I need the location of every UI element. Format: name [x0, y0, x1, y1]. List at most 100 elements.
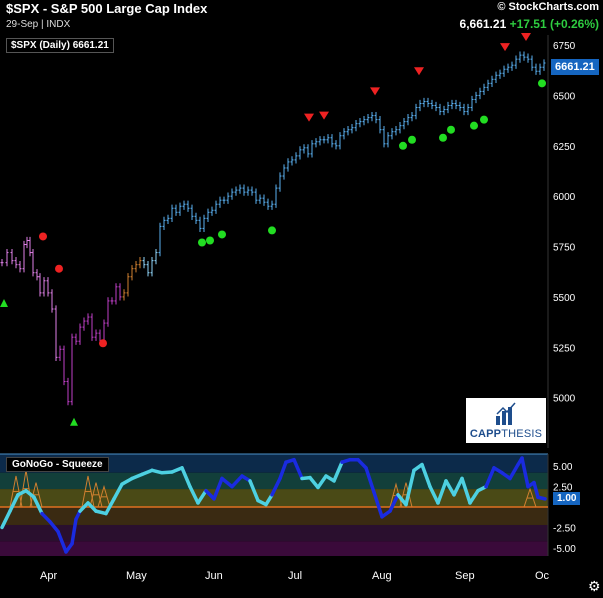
indicator-tick-label: 2.50	[553, 483, 573, 494]
oscillator-segment	[248, 479, 260, 503]
oscillator-segment	[356, 457, 368, 470]
down-signal-triangle	[521, 33, 531, 42]
indicator-tick-label: -5.00	[553, 544, 576, 555]
x-tick-label: Oc	[535, 570, 550, 582]
up-signal-dot	[538, 79, 546, 88]
indicator-zone	[0, 454, 548, 473]
oscillator-segment	[188, 484, 200, 505]
x-axis: Apr May Jun Jul Aug Sep Oc ⚙	[40, 570, 601, 594]
logo-text: CAPPTHESIS	[466, 428, 546, 440]
oscillator-segment	[40, 511, 52, 524]
up-signal-dot	[470, 121, 478, 130]
price-tick-label: 6500	[553, 91, 576, 102]
oscillator-segment	[86, 501, 98, 513]
oscillator-segment	[316, 474, 328, 490]
oscillator-segment	[428, 484, 440, 505]
oscillator-segment	[278, 460, 288, 481]
indicator-panel: 5.00 2.50 -2.50 -5.00	[0, 453, 576, 556]
price-tick-label: 5250	[553, 343, 576, 354]
oscillator-segment	[120, 476, 134, 486]
oscillator-segment	[460, 476, 472, 505]
down-signal-triangle	[370, 87, 380, 96]
oscillator-segment	[532, 480, 540, 499]
down-signal-triangle	[319, 111, 329, 120]
oscillator-segment	[130, 472, 144, 481]
oscillator-segment	[520, 456, 530, 489]
x-tick-label: Apr	[40, 570, 57, 582]
indicator-zone	[0, 524, 548, 542]
down-signal-triangle	[414, 67, 424, 76]
oscillator-segment	[180, 466, 192, 489]
up-signal-dot	[218, 230, 226, 239]
chart-subtitle: 29-Sep | INDX	[6, 19, 71, 30]
squeeze-marker	[523, 487, 537, 508]
price-legend: $SPX (Daily) 6661.21	[6, 38, 114, 53]
indicator-legend: GoNoGo - Squeeze	[6, 457, 109, 472]
x-tick-label: Sep	[455, 570, 475, 582]
oscillator-segment	[32, 495, 44, 516]
up-signal-dot	[206, 236, 214, 245]
oscillator-segment	[140, 468, 154, 477]
oscillator-segment	[332, 460, 344, 483]
oscillator-segment	[0, 509, 12, 530]
capp-thesis-logo: CAPPTHESIS	[466, 398, 546, 443]
oscillator-segment	[270, 476, 282, 497]
indicator-value-tag: 1.00	[553, 492, 581, 505]
oscillator-segment	[220, 476, 234, 489]
down-signal-dot	[55, 264, 63, 273]
up-signal-dot	[480, 115, 488, 124]
up-signal-triangle	[70, 417, 78, 426]
oscillator-segment	[444, 479, 456, 497]
oscillator-segment	[372, 490, 384, 519]
oscillator-segment	[452, 476, 464, 497]
oscillator-segment	[56, 529, 68, 554]
oscillator-segment	[292, 457, 304, 481]
price-tick-label: 5500	[553, 293, 576, 304]
oscillator-segment	[388, 493, 400, 513]
squeeze-marker	[9, 475, 23, 508]
down-signal-dot	[99, 339, 107, 348]
squeeze-marker	[81, 475, 95, 508]
indicator-zone	[0, 541, 548, 556]
price-tick-label: 6250	[553, 142, 576, 153]
price-tick-label: 5750	[553, 243, 576, 254]
price-tick-label: 5000	[553, 394, 576, 405]
oscillator-segment	[78, 501, 90, 513]
oscillator-segment	[364, 466, 376, 495]
oscillator-segment	[308, 475, 320, 490]
oscillator-segment	[170, 466, 184, 474]
up-signal-dot	[399, 141, 407, 150]
oscillator-segment	[70, 517, 78, 546]
oscillator-segment	[196, 488, 208, 505]
last-price-tag: 6661.21	[551, 59, 599, 75]
oscillator-segment	[404, 468, 416, 507]
logo-name-bold: CAPP	[469, 428, 502, 440]
oscillator-segment	[264, 493, 274, 507]
price-tick-label: 6000	[553, 192, 576, 203]
x-tick-label: Aug	[372, 570, 392, 582]
x-tick-label: Jun	[205, 570, 223, 582]
indicator-zone	[0, 507, 548, 525]
bar-chart-icon	[496, 402, 516, 425]
price-readout: 6,661.21 +17.51 (+0.26%)	[460, 17, 599, 31]
chart-header: $SPX - S&P 500 Large Cap Index 29-Sep | …	[0, 0, 603, 34]
up-signal-dot	[268, 226, 276, 235]
oscillator-segment	[48, 519, 60, 534]
up-signal-dot	[408, 135, 416, 144]
oscillator-segment	[468, 488, 480, 505]
indicator-tick-label: -2.50	[553, 523, 576, 534]
price-panel: 5000 5250 5500 5750 6000 6250 6500 6750	[0, 33, 576, 448]
oscillator-segment	[104, 497, 116, 516]
up-signal-dot	[447, 125, 455, 134]
up-signal-dot	[198, 238, 206, 247]
last-price: 6,661.21	[459, 17, 507, 31]
down-signal-triangle	[500, 43, 510, 52]
oscillator-segment	[112, 482, 124, 501]
chart-title: $SPX - S&P 500 Large Cap Index	[6, 1, 208, 16]
down-signal-triangle	[304, 113, 314, 122]
logo-name-light: THESIS	[501, 428, 543, 440]
price-change: +17.51 (+0.26%)	[509, 17, 599, 31]
up-signal-dot	[439, 133, 447, 142]
up-signal-triangle	[0, 298, 8, 307]
oscillator-segment	[536, 495, 547, 501]
